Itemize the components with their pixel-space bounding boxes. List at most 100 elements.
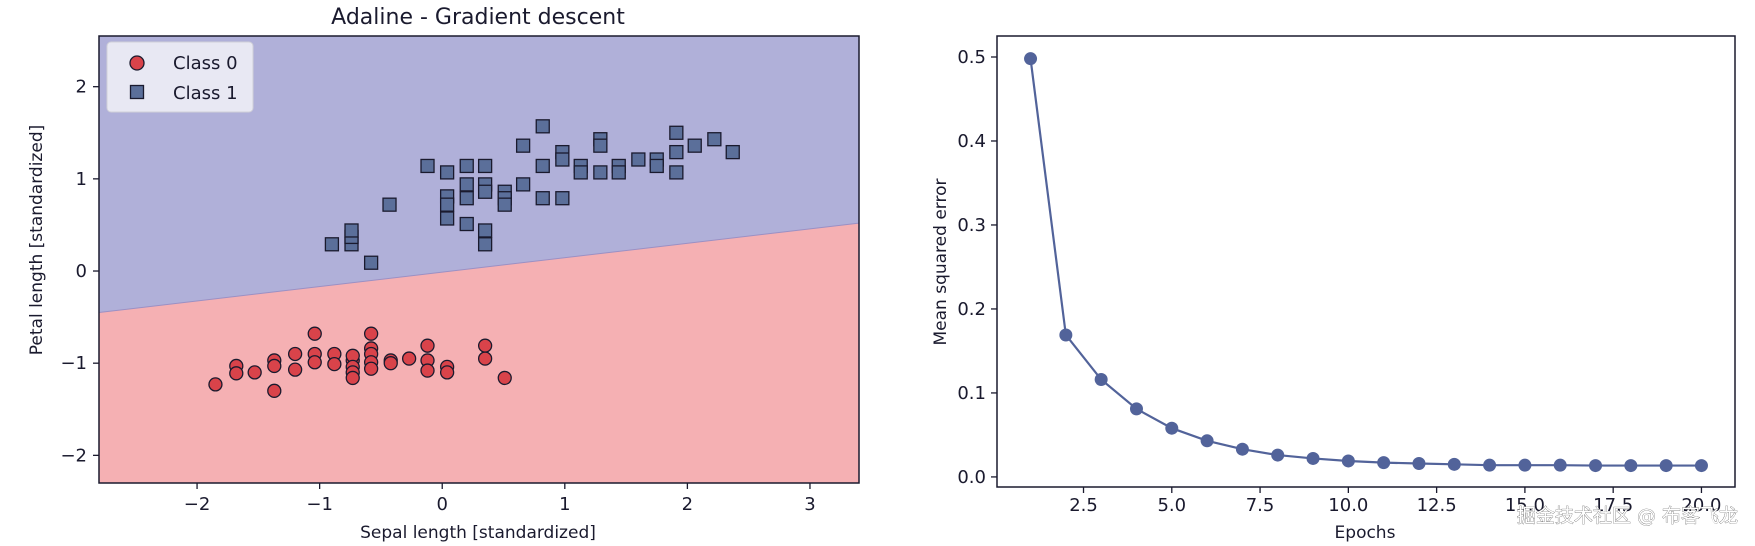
x-tick-label: 5.0	[1157, 495, 1186, 516]
x-tick-label: 7.5	[1246, 495, 1275, 516]
y-tick-label: 2	[76, 77, 87, 98]
legend: Class 0 Class 1	[106, 41, 254, 113]
mse-point	[1447, 457, 1461, 471]
x-tick-label: 1	[559, 494, 570, 515]
class-1-point	[573, 165, 588, 180]
right-axes-frame	[996, 35, 1736, 488]
scatter-points	[208, 119, 740, 398]
class-0-point	[307, 355, 322, 370]
x-tick-label: 2	[682, 494, 693, 515]
x-tick-label: −2	[184, 494, 211, 515]
y-tick-label: 0.0	[957, 467, 986, 488]
mse-point	[1165, 421, 1179, 435]
y-tick-label: 0.5	[957, 47, 986, 68]
class-0-region	[99, 223, 859, 483]
legend-class-1-marker	[129, 84, 145, 100]
class-0-point	[287, 346, 303, 362]
class-1-point	[725, 144, 740, 160]
mse-point	[1624, 459, 1638, 473]
class-1-point	[611, 165, 626, 180]
class-0-point	[345, 370, 360, 386]
class-1-point	[631, 152, 646, 167]
class-1-point	[535, 158, 550, 174]
class-0-point	[287, 362, 303, 377]
mse-point	[1412, 456, 1426, 470]
mse-point	[1306, 451, 1320, 465]
x-tick-label: 10.0	[1328, 495, 1368, 516]
mse-point	[1483, 458, 1497, 472]
y-tick-label: 0.1	[957, 383, 986, 404]
class-1-point	[477, 158, 493, 174]
mse-point	[1589, 459, 1603, 473]
class-1-point	[324, 237, 340, 252]
left-x-ticks: −2 −1 0 1 2 3	[184, 483, 816, 515]
x-tick-label: 20.0	[1681, 495, 1721, 516]
class-1-point	[477, 223, 493, 238]
class-1-point	[555, 152, 570, 167]
mse-series-points	[1024, 52, 1708, 473]
class-1-point	[515, 138, 531, 153]
y-tick-label: −2	[60, 445, 87, 466]
class-1-point	[515, 177, 531, 192]
class-1-point	[669, 165, 684, 180]
y-tick-label: 0.4	[957, 131, 986, 152]
class-1-point	[687, 138, 702, 153]
class-0-point	[477, 338, 493, 353]
left-y-ticks: −2 −1 0 1 2	[60, 77, 99, 466]
class-1-point	[439, 165, 455, 180]
y-tick-label: 0	[76, 261, 87, 282]
class-1-point	[477, 184, 493, 199]
class-1-point	[459, 158, 474, 174]
x-tick-label: 2.5	[1069, 495, 1098, 516]
class-1-point	[669, 144, 684, 160]
class-0-point	[247, 365, 262, 380]
mse-point	[1024, 52, 1038, 66]
class-0-point	[383, 356, 398, 371]
class-1-point	[459, 177, 474, 192]
class-0-point	[497, 370, 512, 386]
decision-boundary	[98, 222, 860, 313]
left-chart-title: Adaline - Gradient descent	[331, 5, 625, 30]
class-1-point	[593, 138, 608, 153]
class-1-region	[99, 36, 859, 313]
class-1-point	[497, 197, 512, 212]
class-1-point	[555, 191, 570, 206]
y-tick-label: −1	[60, 353, 87, 374]
mse-point	[1094, 372, 1108, 386]
legend-class-0-marker	[129, 55, 145, 71]
class-1-point	[707, 132, 722, 147]
right-x-ticks: 2.5 5.0 7.5 10.0 12.5 15.0 17.5 20.0	[1069, 487, 1721, 516]
y-tick-label: 0.2	[957, 299, 986, 320]
mse-series-line	[1029, 58, 1702, 467]
x-tick-label: 15.0	[1505, 495, 1545, 516]
class-1-point	[477, 237, 493, 252]
class-1-point	[459, 191, 474, 206]
class-1-point	[439, 211, 455, 226]
class-0-point	[439, 365, 455, 380]
left-axes-frame	[98, 35, 860, 484]
class-1-point	[649, 158, 664, 174]
class-1-point	[535, 191, 550, 206]
decision-region-chart: −2 −1 0 1 2 3 −2 −1 0 1 2 Adaline - Gradient desc…	[27, 5, 860, 543]
class-0-point	[363, 361, 379, 376]
class-0-point	[208, 377, 223, 392]
mse-point	[1129, 402, 1143, 416]
class-0-point	[307, 326, 322, 341]
mse-point	[1271, 448, 1285, 462]
mse-point	[1553, 458, 1567, 472]
y-tick-label: 1	[76, 169, 87, 190]
class-0-point	[229, 366, 244, 381]
legend-class-1-label: Class 1	[173, 83, 238, 104]
class-1-point	[669, 125, 684, 140]
right-y-axis-label: Mean squared error	[931, 179, 951, 346]
class-1-point	[363, 255, 379, 270]
class-1-point	[344, 223, 359, 238]
class-0-point	[420, 363, 435, 378]
mse-point	[1341, 454, 1355, 468]
class-1-point	[459, 216, 474, 232]
class-1-point	[420, 158, 435, 174]
x-tick-label: 12.5	[1417, 495, 1457, 516]
class-1-point	[593, 165, 608, 180]
